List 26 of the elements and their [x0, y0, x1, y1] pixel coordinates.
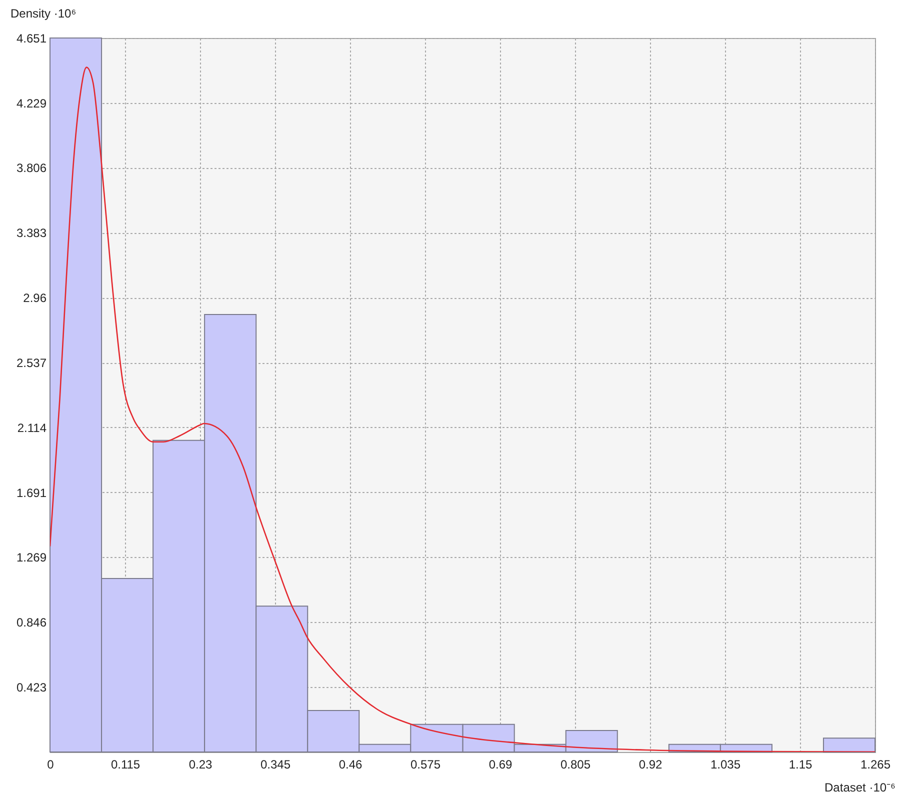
- x-tick-label: 1.035: [710, 758, 741, 772]
- y-tick-label: 1.269: [16, 550, 47, 565]
- x-tick-label: 0.92: [638, 758, 662, 772]
- y-tick-label: 0.846: [16, 616, 47, 630]
- x-axis-title: Dataset ·10⁻⁶: [824, 780, 896, 794]
- x-tick-label: 0.23: [188, 758, 212, 772]
- x-tick-label: 0.575: [410, 758, 441, 772]
- x-tick-label: 0.46: [338, 758, 362, 772]
- y-tick-label: 3.806: [16, 161, 47, 176]
- x-tick-label: 1.265: [860, 758, 891, 772]
- x-tick-label: 1.15: [788, 758, 812, 772]
- y-tick-label: 0.423: [16, 680, 47, 695]
- x-tick-label: 0.345: [260, 758, 291, 772]
- x-tick-label: 0: [47, 758, 54, 772]
- y-tick-label: 4.651: [16, 32, 47, 46]
- x-tick-label: 0.115: [110, 758, 140, 772]
- y-tick-label: 2.114: [17, 420, 47, 435]
- y-axis-title: Density ·10⁶: [10, 6, 76, 20]
- x-tick-label: 0.69: [488, 758, 512, 772]
- y-tick-label: 4.229: [16, 96, 47, 110]
- y-tick-label: 3.383: [16, 226, 47, 240]
- line-series: [50, 66, 875, 752]
- y-tick-label: 2.96: [23, 291, 47, 306]
- x-tick-label: 0.805: [560, 758, 591, 772]
- y-tick-label: 2.537: [16, 356, 47, 370]
- y-tick-label: 1.691: [16, 486, 47, 500]
